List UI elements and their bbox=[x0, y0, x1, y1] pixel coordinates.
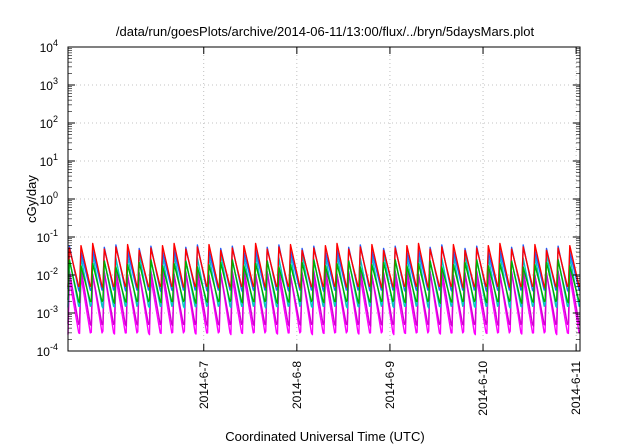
y-tick-label: 101 bbox=[40, 152, 58, 169]
y-tick-label: 10-4 bbox=[37, 342, 58, 359]
y-tick-label: 10-2 bbox=[37, 266, 58, 283]
y-axis: 10-4 10-3 10-2 10-1 100 101 102 103 104 bbox=[37, 38, 580, 359]
series-line-6 bbox=[67, 259, 580, 304]
y-tick-label: 10-3 bbox=[37, 304, 58, 321]
x-tick-label: 2014-6-10 bbox=[476, 361, 490, 416]
x-axis: 2014-6-7 2014-6-8 2014-6-9 2014-6-10 2014-6-… bbox=[197, 47, 583, 416]
x-tick-label: 2014-6-9 bbox=[383, 361, 397, 409]
y-axis-label: cGy/day bbox=[24, 175, 39, 223]
y-tick-label: 103 bbox=[40, 76, 58, 93]
y-tick-label: 104 bbox=[40, 38, 58, 55]
series-group bbox=[67, 242, 581, 336]
x-tick-label: 2014-6-8 bbox=[290, 361, 304, 409]
x-tick-label: 2014-6-11 bbox=[569, 361, 583, 415]
x-axis-label: Coordinated Universal Time (UTC) bbox=[225, 429, 424, 444]
x-tick-label: 2014-6-7 bbox=[197, 361, 211, 409]
chart-title: /data/run/goesPlots/archive/2014-06-11/1… bbox=[116, 24, 535, 39]
y-tick-label: 10-1 bbox=[37, 228, 58, 245]
y-tick-label: 102 bbox=[40, 114, 58, 131]
y-tick-label: 100 bbox=[40, 190, 58, 207]
